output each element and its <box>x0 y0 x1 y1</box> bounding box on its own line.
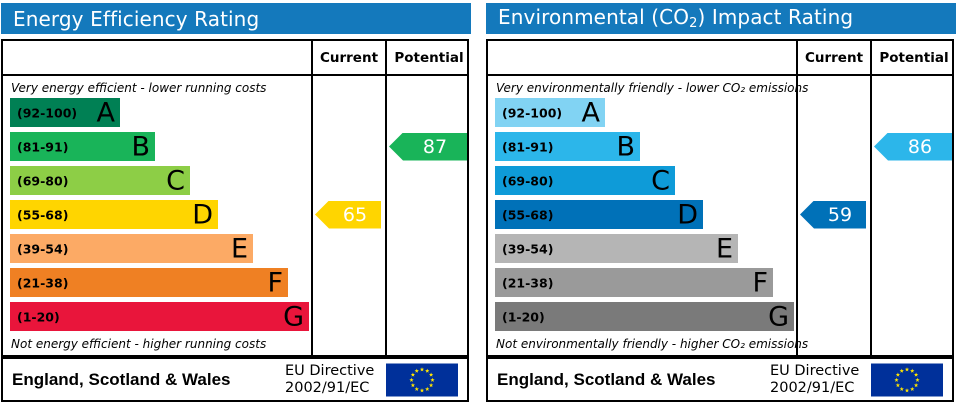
band-range-label: (21-38) <box>17 275 69 290</box>
rating-band-a: (92-100) A <box>495 98 605 127</box>
band-letter-label: F <box>267 267 283 298</box>
eu-flag-icon <box>386 363 458 396</box>
rating-band-e: (39-54) E <box>495 234 738 263</box>
title-prefix: Environmental (CO <box>498 4 690 29</box>
band-range-label: (69-80) <box>17 173 69 188</box>
band-letter-label: G <box>283 301 304 332</box>
band-range-label: (39-54) <box>17 241 69 256</box>
column-header-current: Current <box>319 50 379 66</box>
energy-efficiency-rating-chart: Energy Efficiency Rating Current Potenti… <box>0 0 472 404</box>
potential-rating-arrow: 86 <box>874 132 952 161</box>
table-header-row <box>488 41 952 76</box>
band-range-label: (1-20) <box>17 309 60 324</box>
potential-rating-arrow: 87 <box>389 132 467 161</box>
title-suffix: ) Impact Rating <box>697 4 854 29</box>
caption-top: Very environmentally friendly - lower CO… <box>496 81 809 95</box>
caption-bottom: Not environmentally friendly - higher CO… <box>496 337 809 351</box>
directive-line-2: 2002/91/EC <box>770 379 855 396</box>
band-range-label: (55-68) <box>502 207 554 222</box>
band-letter-label: D <box>192 199 213 230</box>
band-range-label: (55-68) <box>17 207 69 222</box>
current-rating-arrow: 65 <box>315 200 381 229</box>
chart-title-bar: Energy Efficiency Rating <box>1 3 471 34</box>
rating-band-g: (1-20) G <box>10 302 309 331</box>
current-rating-cell: 65 <box>313 76 385 357</box>
rating-table: Current Potential Very environmentally f… <box>486 39 954 357</box>
band-letter-label: D <box>677 199 698 230</box>
rating-band-c: (69-80) C <box>495 166 675 195</box>
band-range-label: (92-100) <box>502 105 563 120</box>
current-rating-arrow: 59 <box>800 200 866 229</box>
potential-rating-cell: 86 <box>872 76 956 357</box>
table-header-row <box>3 41 467 76</box>
rating-band-f: (21-38) F <box>10 268 288 297</box>
chart-footer: England, Scotland & Wales EU Directive 2… <box>1 357 469 402</box>
footer-region-label: England, Scotland & Wales <box>12 369 231 389</box>
band-letter-label: E <box>715 233 733 264</box>
caption-bottom: Not energy efficient - higher running co… <box>11 337 267 351</box>
column-divider-current <box>796 41 798 357</box>
band-letter-label: B <box>616 131 635 162</box>
footer-directive-label: EU Directive 2002/91/EC <box>285 363 374 397</box>
column-header-potential: Potential <box>394 50 464 66</box>
column-divider-potential <box>870 41 872 357</box>
directive-line-1: EU Directive <box>285 362 375 379</box>
band-list: Very environmentally friendly - lower CO… <box>488 76 808 357</box>
chart-title-bar: Environmental (CO2) Impact Rating <box>486 3 956 34</box>
band-letter-label: F <box>752 267 768 298</box>
band-letter-label: E <box>230 233 248 264</box>
rating-table: Current Potential Very energy efficient … <box>1 39 469 357</box>
directive-line-2: 2002/91/EC <box>285 379 370 396</box>
column-divider-potential <box>385 41 387 357</box>
rating-band-d: (55-68) D <box>495 200 703 229</box>
eu-flag-icon <box>871 363 943 396</box>
band-letter-label: B <box>131 131 150 162</box>
band-letter-label: G <box>768 301 789 332</box>
page-title: Environmental (CO2) Impact Rating <box>498 7 853 31</box>
band-range-label: (81-91) <box>17 139 69 154</box>
rating-band-b: (81-91) B <box>495 132 640 161</box>
page-title: Energy Efficiency Rating <box>13 6 260 31</box>
caption-top: Very energy efficient - lower running co… <box>11 81 267 95</box>
column-header-potential: Potential <box>879 50 949 66</box>
potential-rating-cell: 87 <box>387 76 471 357</box>
band-range-label: (92-100) <box>17 105 78 120</box>
rating-band-c: (69-80) C <box>10 166 190 195</box>
current-rating-cell: 59 <box>798 76 870 357</box>
rating-band-b: (81-91) B <box>10 132 155 161</box>
chart-footer: England, Scotland & Wales EU Directive 2… <box>486 357 954 402</box>
footer-directive-label: EU Directive 2002/91/EC <box>770 363 859 397</box>
band-letter-label: C <box>651 165 670 196</box>
rating-band-f: (21-38) F <box>495 268 773 297</box>
rating-band-e: (39-54) E <box>10 234 253 263</box>
footer-region-label: England, Scotland & Wales <box>497 369 716 389</box>
band-range-label: (21-38) <box>502 275 554 290</box>
title-subscript: 2 <box>689 15 698 31</box>
band-range-label: (69-80) <box>502 173 554 188</box>
band-range-label: (1-20) <box>502 309 545 324</box>
column-divider-current <box>311 41 313 357</box>
rating-band-a: (92-100) A <box>10 98 120 127</box>
column-header-current: Current <box>804 50 864 66</box>
band-letter-label: A <box>581 97 600 128</box>
band-range-label: (39-54) <box>502 241 554 256</box>
band-list: Very energy efficient - lower running co… <box>3 76 309 357</box>
directive-line-1: EU Directive <box>770 362 860 379</box>
environmental-co2-impact-rating-chart: Environmental (CO2) Impact Rating Curren… <box>485 0 957 404</box>
band-letter-label: C <box>166 165 185 196</box>
rating-band-d: (55-68) D <box>10 200 218 229</box>
rating-band-g: (1-20) G <box>495 302 794 331</box>
band-range-label: (81-91) <box>502 139 554 154</box>
band-letter-label: A <box>96 97 115 128</box>
